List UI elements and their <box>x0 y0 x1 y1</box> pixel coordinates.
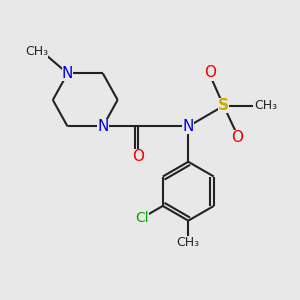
Text: Cl: Cl <box>135 211 148 225</box>
Text: CH₃: CH₃ <box>177 236 200 249</box>
Text: O: O <box>231 130 243 145</box>
Text: N: N <box>183 119 194 134</box>
Text: O: O <box>132 149 144 164</box>
Text: S: S <box>218 98 229 113</box>
Text: CH₃: CH₃ <box>25 45 48 58</box>
Text: N: N <box>97 119 109 134</box>
Text: N: N <box>62 66 73 81</box>
Text: CH₃: CH₃ <box>255 99 278 112</box>
Text: O: O <box>204 65 216 80</box>
